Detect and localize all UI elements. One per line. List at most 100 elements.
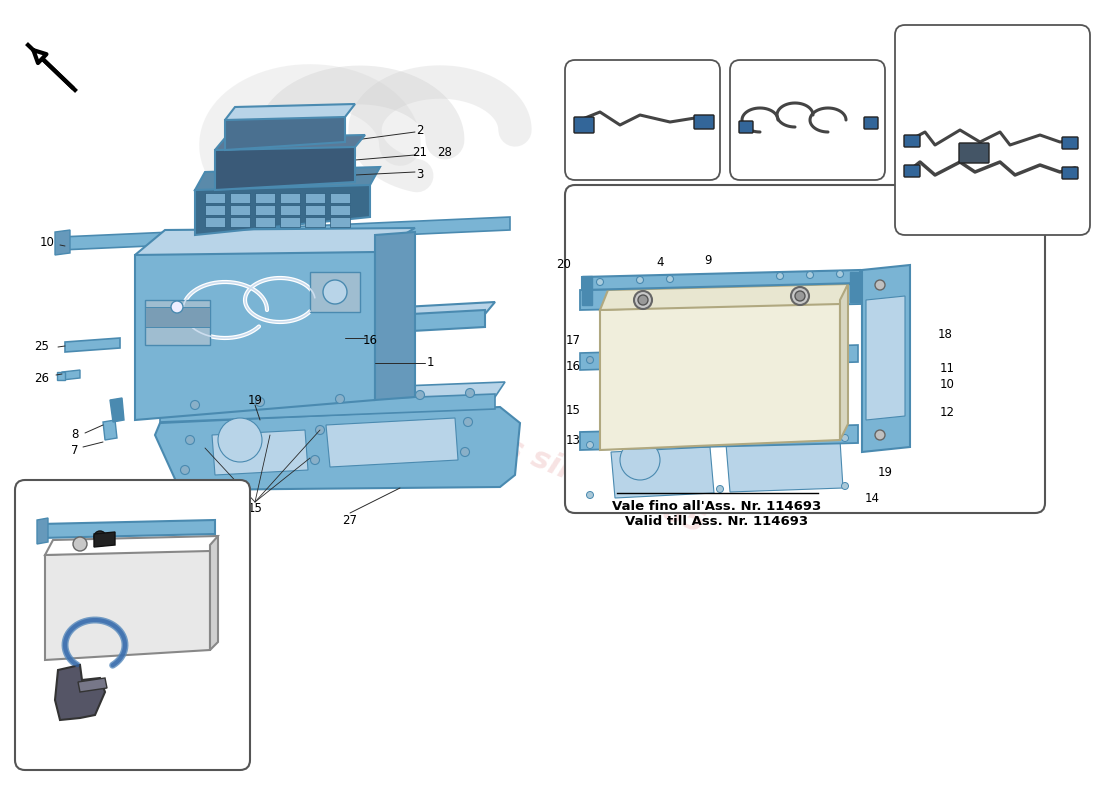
Polygon shape [214, 135, 365, 150]
Text: 6: 6 [754, 167, 762, 181]
Circle shape [637, 277, 644, 283]
Polygon shape [155, 310, 485, 345]
Polygon shape [326, 418, 458, 467]
Bar [305, 205, 324, 215]
Text: 3: 3 [416, 169, 424, 182]
Bar [330, 193, 350, 203]
Circle shape [836, 270, 844, 278]
FancyBboxPatch shape [959, 143, 989, 163]
Polygon shape [40, 520, 214, 538]
Polygon shape [214, 142, 355, 190]
Polygon shape [580, 284, 862, 310]
Bar [305, 217, 324, 227]
Text: 24: 24 [68, 711, 84, 725]
FancyBboxPatch shape [565, 185, 1045, 513]
Bar [280, 193, 300, 203]
Text: 15: 15 [565, 403, 581, 417]
FancyBboxPatch shape [904, 165, 920, 177]
Circle shape [806, 271, 814, 278]
Polygon shape [55, 230, 70, 255]
FancyBboxPatch shape [565, 60, 720, 180]
Polygon shape [78, 678, 107, 692]
Bar [280, 205, 300, 215]
Text: 15: 15 [248, 502, 263, 514]
Text: Vale per UK
Valid for UK: Vale per UK Valid for UK [950, 189, 1034, 217]
Circle shape [620, 440, 660, 480]
Circle shape [465, 389, 474, 398]
Text: 4: 4 [657, 257, 663, 270]
Circle shape [461, 447, 470, 457]
FancyBboxPatch shape [1062, 167, 1078, 179]
Text: 14: 14 [865, 491, 880, 505]
Polygon shape [155, 407, 520, 490]
Text: 16: 16 [363, 334, 377, 346]
Polygon shape [580, 425, 858, 450]
Polygon shape [600, 284, 848, 310]
Circle shape [842, 482, 848, 490]
Circle shape [616, 354, 624, 362]
Bar [57, 372, 65, 380]
Circle shape [634, 291, 652, 309]
Text: 19: 19 [248, 394, 263, 406]
Circle shape [667, 275, 673, 282]
Polygon shape [45, 545, 210, 660]
Polygon shape [103, 420, 117, 440]
Bar [145, 300, 210, 345]
Polygon shape [226, 112, 345, 150]
Circle shape [586, 442, 594, 449]
Polygon shape [55, 665, 104, 720]
Text: 5: 5 [590, 167, 598, 181]
Bar [305, 193, 324, 203]
Bar [205, 205, 225, 215]
Bar [205, 217, 225, 227]
FancyBboxPatch shape [895, 25, 1090, 235]
Circle shape [795, 291, 805, 301]
FancyBboxPatch shape [15, 480, 250, 770]
Circle shape [255, 398, 264, 406]
Bar [330, 217, 350, 227]
Circle shape [416, 390, 425, 399]
Text: 29: 29 [1041, 51, 1056, 65]
Text: 10: 10 [939, 378, 955, 391]
Text: 21: 21 [412, 146, 428, 158]
Text: Vale fino all'Ass. Nr. 114693
Valid till Ass. Nr. 114693: Vale fino all'Ass. Nr. 114693 Valid till… [613, 500, 822, 528]
Bar [280, 217, 300, 227]
Polygon shape [110, 398, 124, 422]
Polygon shape [726, 440, 843, 492]
Polygon shape [60, 217, 510, 250]
Polygon shape [195, 167, 380, 190]
Polygon shape [135, 228, 415, 255]
Text: 10: 10 [138, 509, 153, 522]
Polygon shape [62, 370, 80, 380]
Circle shape [170, 301, 183, 313]
Circle shape [586, 491, 594, 498]
Circle shape [463, 418, 473, 426]
Text: 30: 30 [1049, 74, 1065, 86]
Bar [255, 205, 275, 215]
Circle shape [716, 486, 724, 493]
Polygon shape [160, 382, 505, 410]
Polygon shape [210, 536, 218, 650]
Text: 16: 16 [565, 361, 581, 374]
Text: a part for parts since 1985: a part for parts since 1985 [272, 341, 708, 539]
Circle shape [716, 439, 724, 446]
FancyBboxPatch shape [864, 117, 878, 129]
Bar [230, 193, 250, 203]
Polygon shape [94, 532, 115, 547]
Circle shape [310, 455, 319, 465]
Text: 13: 13 [565, 434, 581, 446]
Bar [330, 205, 350, 215]
FancyBboxPatch shape [730, 60, 886, 180]
Text: 10: 10 [40, 235, 54, 249]
Text: 27: 27 [342, 514, 358, 526]
Polygon shape [580, 345, 858, 370]
Bar [255, 193, 275, 203]
Circle shape [777, 349, 783, 355]
Polygon shape [850, 272, 860, 302]
FancyBboxPatch shape [739, 121, 754, 133]
Circle shape [180, 466, 189, 474]
Bar [255, 217, 275, 227]
Circle shape [874, 430, 886, 440]
Polygon shape [600, 300, 840, 450]
Text: HELE: HELE [106, 751, 145, 765]
